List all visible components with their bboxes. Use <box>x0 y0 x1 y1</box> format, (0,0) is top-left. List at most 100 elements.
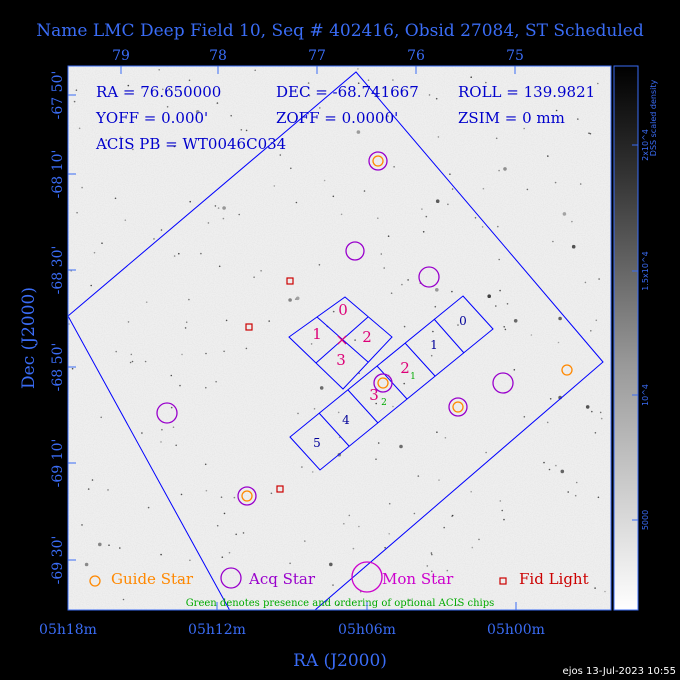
background-star <box>451 188 454 190</box>
background-star <box>451 514 454 517</box>
field-of-view-outline <box>68 71 604 610</box>
background-star <box>513 369 516 371</box>
acis-i-outline <box>288 296 393 390</box>
guide-star-marker <box>452 401 464 413</box>
background-star <box>354 339 356 341</box>
background-star <box>295 201 298 204</box>
background-star <box>348 514 351 517</box>
colorbar-frame <box>613 65 639 611</box>
background-star <box>107 489 109 491</box>
background-star <box>127 84 130 87</box>
background-star <box>100 416 102 419</box>
background-star <box>145 301 148 304</box>
background-star <box>310 343 313 345</box>
background-star <box>98 542 102 547</box>
background-star <box>180 579 183 582</box>
background-star <box>153 238 155 240</box>
chip-label-s4: 4 <box>342 413 350 427</box>
background-star <box>273 185 276 187</box>
background-star <box>216 524 219 527</box>
background-star <box>290 167 292 170</box>
background-star <box>71 367 74 370</box>
background-star <box>204 463 207 466</box>
background-star <box>387 115 389 117</box>
x-axis-label: RA (J2000) <box>293 651 387 671</box>
background-star <box>383 267 386 269</box>
info-yoff: YOFF = 0.000' <box>95 109 208 127</box>
background-star <box>549 398 552 400</box>
background-star <box>503 326 506 328</box>
background-star <box>216 102 219 104</box>
background-star <box>497 225 499 228</box>
background-star <box>487 294 492 299</box>
acq-star-marker <box>418 266 440 288</box>
background-star <box>323 179 326 182</box>
background-star <box>478 538 480 541</box>
background-star <box>357 82 360 84</box>
chip-label-i1: 1 <box>312 325 322 343</box>
background-star <box>129 361 132 364</box>
background-star <box>115 350 117 353</box>
background-star <box>185 321 188 324</box>
background-star <box>307 82 310 84</box>
background-star <box>422 231 425 233</box>
background-star <box>471 546 474 549</box>
background-star <box>501 509 504 512</box>
background-star <box>294 578 296 581</box>
background-star <box>485 81 487 84</box>
background-star <box>181 353 183 356</box>
background-star <box>311 471 314 473</box>
acq-star-marker <box>237 486 257 506</box>
background-star <box>304 540 306 542</box>
background-star <box>204 137 206 140</box>
background-star <box>554 181 557 184</box>
colorbar-tick-label: 2x10^4 <box>641 129 650 161</box>
tick-labels: 05h18m 05h12m 05h06m 05h00m 79 78 77 76 75 -67 50… <box>39 48 545 638</box>
chip-label-s2: 2 <box>400 359 410 377</box>
background-star <box>207 222 210 224</box>
background-star <box>451 290 453 293</box>
background-star <box>313 408 316 410</box>
background-star <box>195 110 200 114</box>
background-star <box>189 559 191 562</box>
background-star <box>499 500 502 502</box>
background-star <box>343 522 345 525</box>
background-star <box>295 296 300 301</box>
background-star <box>380 253 383 255</box>
legend-acq-label: Acq Star <box>248 570 316 588</box>
background-star <box>81 186 83 189</box>
chip-label-s0: 0 <box>459 314 467 328</box>
fid-light-marker <box>286 277 294 285</box>
background-star <box>579 183 582 185</box>
top-tick-label: 76 <box>407 48 425 64</box>
background-star <box>270 492 273 495</box>
background-star <box>289 562 291 565</box>
acis-i-divider <box>315 316 369 364</box>
background-star <box>367 79 370 81</box>
y-tick-label: -68 50' <box>50 343 66 392</box>
info-zsim: ZSIM = 0 mm <box>458 109 565 127</box>
acis-s-divider <box>347 389 379 424</box>
acq-star-marker <box>156 402 178 424</box>
background-star <box>485 451 487 454</box>
background-star <box>233 496 236 499</box>
background-star <box>130 353 133 356</box>
legend-mon-icon <box>351 561 383 593</box>
background-star <box>268 320 271 322</box>
legend-guide-label: Guide Star <box>111 570 194 588</box>
background-star <box>590 330 592 332</box>
background-star <box>127 321 130 323</box>
background-star <box>388 533 391 535</box>
background-star <box>504 328 507 331</box>
y-tick-label: -68 10' <box>50 150 66 199</box>
background-star <box>567 491 569 493</box>
background-star <box>595 319 598 322</box>
optional-chips-note: Green denotes presence and ordering of o… <box>186 598 495 609</box>
background-star <box>526 188 529 191</box>
axis-ticks <box>67 66 517 610</box>
background-star <box>481 226 484 228</box>
background-star <box>75 89 78 91</box>
background-star <box>223 350 225 353</box>
background-star <box>73 100 76 103</box>
background-star <box>435 288 439 292</box>
